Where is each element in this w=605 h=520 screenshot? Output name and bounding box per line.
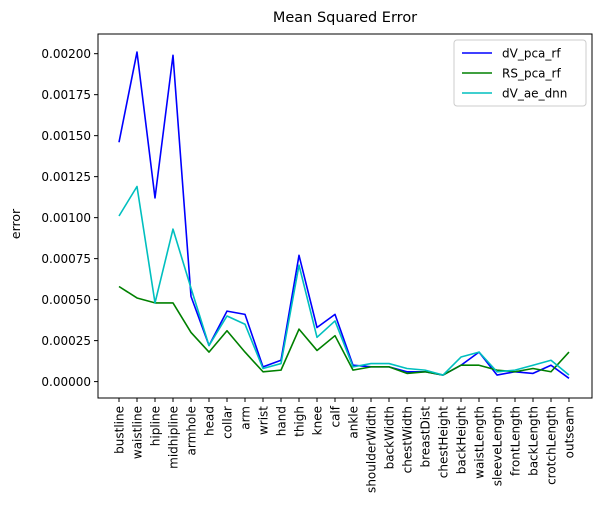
x-tick-label: backHeight — [455, 406, 469, 474]
series-line-dV_ae_dnn — [118, 185, 570, 376]
y-axis: 0.00000 0.00025 0.00050 0.00075 0.00100 0.001… — [41, 47, 98, 389]
x-tick-label: knee — [311, 406, 325, 435]
y-tick-label: 0.00150 — [41, 129, 91, 143]
y-tick-label: 0.00125 — [41, 170, 91, 184]
x-tick-label: crotchLength — [545, 406, 559, 485]
y-tick-label: 0.00075 — [41, 252, 91, 266]
y-tick-label: 0.00000 — [41, 375, 91, 389]
y-axis-label: error — [8, 208, 23, 239]
x-tick-label: chestWidth — [401, 406, 415, 473]
series-line-RS_pca_rf — [118, 285, 570, 376]
x-tick-label: thigh — [293, 406, 307, 437]
x-tick-label: sleeveLength — [491, 406, 505, 486]
x-tick-label: hipline — [149, 406, 163, 446]
x-tick-label: wrist — [257, 406, 271, 435]
axes-frame — [97, 33, 593, 399]
x-tick-label: ankle — [347, 406, 361, 439]
x-tick-label: arm — [239, 406, 253, 430]
y-tick-label: 0.00200 — [41, 47, 91, 61]
x-tick-label: armhole — [185, 406, 199, 455]
legend-box — [453, 39, 587, 107]
x-tick-label: backWidth — [383, 406, 397, 469]
y-tick-label: 0.00050 — [41, 293, 91, 307]
series-line-dV_pca_rf — [118, 51, 570, 379]
x-tick-label: chestHeight — [437, 406, 451, 479]
x-tick-label: hand — [275, 406, 289, 436]
x-axis: bustline waistline hipline midhipline armhol… — [113, 398, 577, 493]
y-tick-label: 0.00025 — [41, 334, 91, 348]
x-tick-label: frontLength — [509, 406, 523, 476]
x-tick-label: midhipline — [167, 406, 181, 469]
x-tick-label: outseam — [563, 406, 577, 458]
x-tick-label: bustline — [113, 406, 127, 454]
plot-area — [118, 51, 570, 379]
x-tick-label: breastDist — [419, 406, 433, 468]
legend: dV_pca_rf RS_pca_rf dV_ae_dnn — [453, 39, 587, 107]
y-tick-label: 0.00100 — [41, 211, 91, 225]
chart-title: Mean Squared Error — [273, 10, 417, 26]
x-tick-label: collar — [221, 406, 235, 439]
x-tick-label: waistline — [131, 406, 145, 459]
x-tick-label: calf — [329, 405, 343, 427]
x-tick-label: head — [203, 406, 217, 436]
x-tick-label: shoulderWidth — [365, 406, 379, 493]
y-tick-label: 0.00175 — [41, 88, 91, 102]
legend-label: dV_ae_dnn — [502, 87, 567, 101]
x-tick-label: waistLength — [473, 406, 487, 479]
x-tick-label: backLength — [527, 406, 541, 476]
legend-label: RS_pca_rf — [502, 67, 561, 81]
legend-label: dV_pca_rf — [502, 47, 561, 61]
